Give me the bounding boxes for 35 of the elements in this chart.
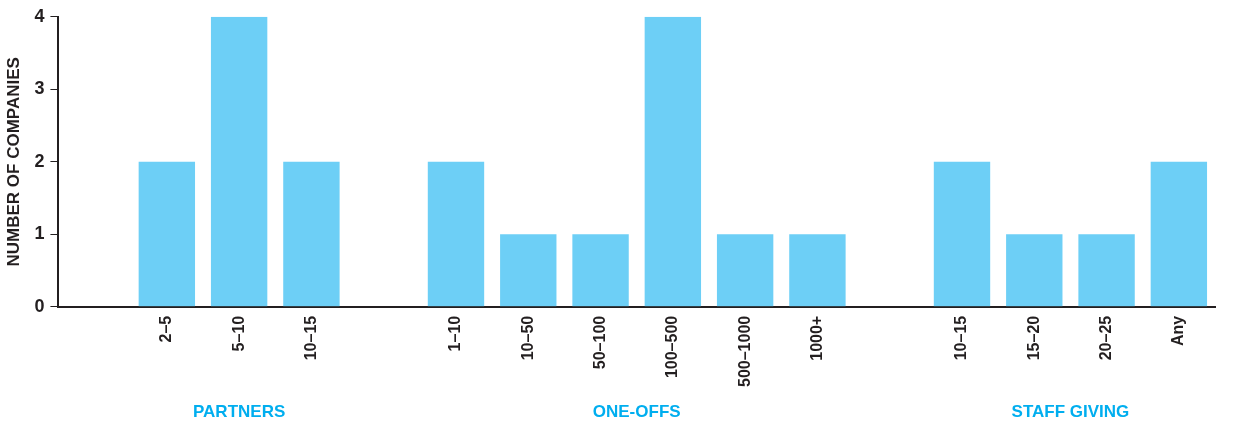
bar	[138, 161, 196, 307]
bar	[789, 234, 846, 307]
text: ONE-OFFS	[592, 401, 681, 421]
x-tick-label: 15–20	[1024, 315, 1042, 361]
bar	[427, 161, 485, 307]
text: STAFF GIVING	[1011, 401, 1130, 421]
y-tick-label: 2	[34, 150, 45, 171]
x-tick-label: 1–10	[446, 315, 464, 352]
bar	[500, 234, 557, 307]
x-tick-label: 5–10	[229, 315, 247, 352]
text: PARTNERS	[193, 401, 286, 421]
bar	[644, 16, 702, 307]
x-tick-label: 10–15	[301, 315, 319, 361]
x-tick-label: 1000+	[807, 315, 825, 361]
x-tick-label: 100–500	[663, 315, 681, 379]
x-tick-label: 2–5	[157, 315, 175, 343]
y-axis-title: NUMBER OF COMPANIES	[3, 57, 23, 267]
y-tick-label: 3	[34, 78, 45, 99]
bar	[283, 161, 340, 307]
y-tick-label: 1	[34, 223, 45, 244]
x-tick-label: Any	[1169, 315, 1187, 347]
x-tick-label: 50–100	[590, 315, 608, 370]
x-tick-label: 20–25	[1096, 315, 1114, 361]
bar	[1078, 234, 1135, 307]
x-tick-label: 500–1000	[735, 315, 753, 387]
x-tick-label: 10–50	[518, 315, 536, 361]
bar	[210, 16, 268, 307]
x-tick-label: 10–15	[952, 315, 970, 361]
bar	[1150, 161, 1208, 307]
y-tick-label: 0	[34, 295, 45, 316]
bar	[572, 234, 629, 307]
bar	[716, 234, 774, 307]
bar	[1006, 234, 1063, 307]
bar	[933, 161, 991, 307]
y-tick-label: 4	[34, 5, 45, 26]
